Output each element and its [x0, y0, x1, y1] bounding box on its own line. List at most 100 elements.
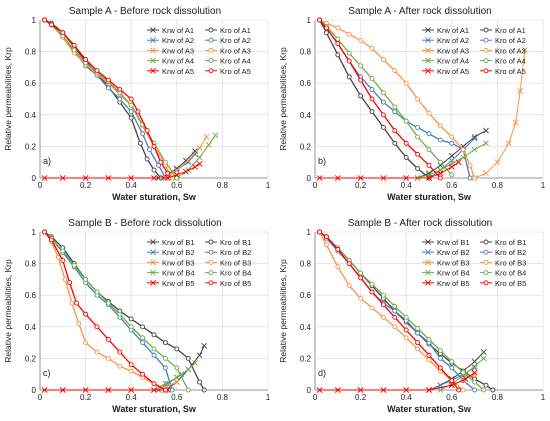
x-tick-label: 0	[313, 181, 318, 190]
legend-marker	[425, 249, 431, 256]
legend-item: Kro of B5	[205, 279, 251, 288]
legend-label: Krw of B2	[437, 248, 470, 257]
data-point	[117, 87, 123, 92]
legend-marker	[425, 27, 431, 33]
legend-item: Krw of A3	[422, 46, 469, 55]
data-point-stroke	[334, 175, 341, 181]
x-tick-label: 0.2	[80, 393, 92, 402]
data-point	[196, 154, 203, 161]
legend-marker	[483, 239, 489, 245]
legend-item: Krw of A2	[422, 36, 469, 45]
data-point	[403, 387, 410, 393]
data-point	[144, 128, 150, 134]
legend-marker	[150, 37, 156, 44]
data-point-stroke	[185, 157, 192, 164]
data-point-stroke	[455, 159, 462, 166]
legend-label: Kro of A3	[220, 46, 251, 55]
legend-label: Kro of A4	[220, 57, 251, 66]
data-point	[205, 141, 212, 148]
data-point	[212, 132, 219, 139]
data-point	[467, 162, 473, 168]
series-krw-of-a5	[316, 159, 462, 181]
legend-label: Kro of B5	[220, 279, 251, 288]
data-point	[71, 262, 77, 268]
legend-marker-stroke	[150, 239, 156, 245]
legend-item: Kro of A3	[480, 46, 526, 55]
data-point	[67, 280, 73, 286]
legend-item: Kro of B4	[480, 269, 526, 278]
y-tick-label: 0.6	[25, 291, 37, 300]
legend-label: Krw of B3	[162, 258, 195, 267]
data-point	[317, 229, 323, 235]
data-point	[403, 80, 409, 86]
legend-marker	[483, 37, 489, 43]
legend-item: Krw of B5	[147, 279, 195, 288]
data-point	[140, 371, 146, 377]
data-point-stroke	[173, 379, 180, 386]
legend-item: Kro of B3	[205, 258, 251, 267]
x-axis-label: Water sturation, Sw	[387, 192, 472, 202]
data-point	[426, 175, 432, 181]
data-point-stroke	[128, 387, 135, 393]
x-tick-label: 0.2	[80, 181, 92, 190]
legend-item: Kro of A1	[480, 26, 526, 35]
data-point	[164, 175, 171, 181]
data-point-stroke	[437, 382, 444, 389]
legend-item: Krw of B1	[147, 238, 195, 247]
data-point	[437, 137, 443, 143]
chart-panel-0: Sample A - Before rock dissolution 0 0.2 0.…	[3, 6, 271, 202]
legend-marker	[208, 27, 214, 33]
data-point-stroke	[357, 387, 364, 393]
data-point	[369, 45, 375, 51]
data-point	[105, 85, 111, 91]
x-tick-label: 0.4	[126, 393, 138, 402]
data-point	[196, 160, 203, 167]
y-tick-label: 0	[32, 386, 37, 395]
legend-marker	[425, 239, 431, 245]
data-point	[48, 22, 54, 28]
data-point	[316, 175, 323, 181]
x-tick-label: 1	[266, 181, 271, 190]
data-point-stroke	[448, 164, 455, 170]
legend: Krw of B1 Kro of B1 Krw of B2 Kro of B2 Krw …	[422, 238, 526, 288]
data-point	[197, 379, 203, 385]
series-krw-of-b5	[41, 387, 171, 393]
data-point	[137, 140, 143, 146]
series-line	[44, 231, 173, 391]
y-tick-label: 0.8	[25, 260, 37, 269]
data-point	[317, 17, 323, 23]
series-line	[44, 19, 166, 179]
data-point	[128, 109, 134, 115]
legend-marker	[150, 249, 156, 256]
data-point	[403, 155, 409, 160]
data-point	[380, 314, 386, 320]
data-point	[426, 387, 432, 393]
legend-marker	[483, 47, 489, 53]
data-point-stroke	[173, 374, 180, 381]
data-point	[201, 387, 207, 393]
data-point	[403, 118, 409, 124]
data-point	[162, 387, 168, 393]
data-point	[173, 374, 180, 381]
data-point	[471, 364, 478, 371]
data-point	[471, 146, 478, 153]
data-point-stroke	[471, 371, 478, 378]
data-point	[105, 175, 112, 181]
data-point	[426, 110, 432, 116]
legend-marker-stroke	[425, 27, 431, 33]
legend-marker	[150, 269, 156, 276]
data-point-stroke	[517, 88, 524, 95]
legend-item: Krw of B4	[147, 269, 195, 278]
data-point	[59, 387, 66, 393]
data-point	[59, 175, 66, 181]
data-point	[380, 292, 386, 298]
data-point-stroke	[437, 170, 444, 177]
data-point	[369, 87, 375, 92]
data-point	[380, 302, 386, 308]
legend-label: Krw of A1	[162, 26, 194, 35]
data-point	[505, 140, 512, 147]
data-point-stroke	[173, 171, 180, 178]
data-point-stroke	[471, 369, 478, 376]
data-point	[174, 365, 180, 371]
y-tick-label: 0.4	[300, 111, 312, 120]
